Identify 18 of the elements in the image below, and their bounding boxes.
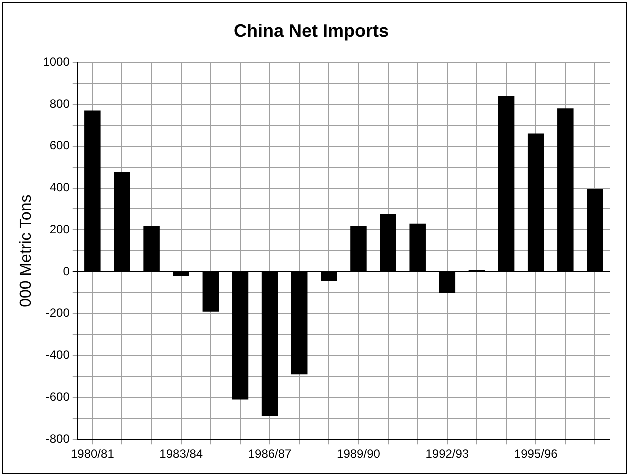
- x-tick-label: 1980/81: [70, 447, 115, 462]
- y-tick-label: 600: [50, 138, 70, 153]
- y-tick-label: -600: [46, 390, 70, 404]
- y-tick-label: 800: [50, 96, 70, 111]
- x-tick-label: 1995/96: [514, 447, 558, 462]
- x-tick-label: 1992/93: [426, 447, 470, 462]
- x-tick-label: 1983/84: [160, 447, 204, 462]
- y-tick-label: 400: [50, 180, 70, 195]
- chart-title: China Net Imports: [234, 20, 390, 41]
- y-tick-label: -400: [46, 348, 70, 362]
- x-tick-label: 1986/87: [248, 447, 292, 462]
- x-tick-label: 1989/90: [337, 447, 381, 462]
- y-tick-label: 1000: [43, 54, 70, 69]
- y-tick-label: -200: [46, 306, 70, 320]
- y-tick-label: 0: [63, 264, 70, 278]
- y-tick-label: 200: [50, 222, 70, 236]
- y-tick-label: -800: [46, 432, 70, 446]
- y-axis-title: 000 Metric Tons: [18, 194, 36, 308]
